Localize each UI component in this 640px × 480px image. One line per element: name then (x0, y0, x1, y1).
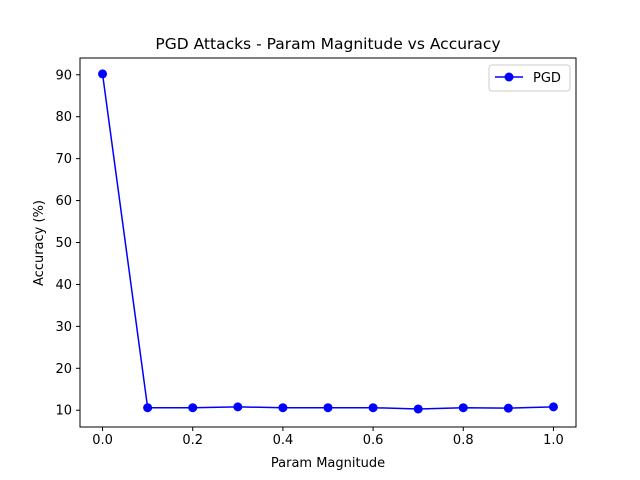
y-tick-label: 80 (55, 110, 72, 125)
axis-ticks: 0.0 0.2 0.4 0.6 0.8 1.0 10 20 30 40 50 60 70 80 90 (55, 68, 563, 448)
legend-label-pgd: PGD (533, 71, 561, 86)
y-tick-label: 20 (55, 362, 72, 377)
y-tick-label: 60 (55, 194, 72, 209)
data-point (323, 403, 333, 413)
series-layer (98, 69, 558, 414)
x-tick-label: 0.0 (92, 433, 113, 448)
data-point (548, 402, 558, 412)
data-point (98, 69, 108, 79)
legend: PGD (488, 64, 571, 92)
series-line-pgd (101, 73, 554, 410)
y-tick-label: 70 (55, 152, 72, 167)
legend-box (488, 64, 571, 92)
y-tick-label: 50 (55, 236, 72, 251)
y-axis-label: Accuracy (%) (32, 200, 47, 286)
data-point (368, 403, 378, 413)
plot-area-frame (79, 57, 577, 428)
legend-marker-swatch (504, 72, 514, 82)
y-tick-label: 40 (55, 278, 72, 293)
y-tick-label: 90 (55, 68, 72, 83)
x-tick-label: 0.6 (363, 433, 384, 448)
data-point (458, 403, 468, 413)
x-tick-label: 0.4 (273, 433, 294, 448)
data-point (143, 403, 153, 413)
x-axis-label: Param Magnitude (271, 456, 385, 471)
data-point (503, 403, 513, 413)
data-point (413, 404, 423, 414)
x-tick-label: 1.0 (543, 433, 564, 448)
y-tick-label: 30 (55, 320, 72, 335)
x-tick-label: 0.2 (182, 433, 203, 448)
chart-title: PGD Attacks - Param Magnitude vs Accurac… (155, 35, 500, 53)
data-point (233, 402, 243, 412)
data-point (188, 403, 198, 413)
data-point (278, 403, 288, 413)
y-tick-label: 10 (55, 404, 72, 419)
x-tick-label: 0.8 (453, 433, 474, 448)
